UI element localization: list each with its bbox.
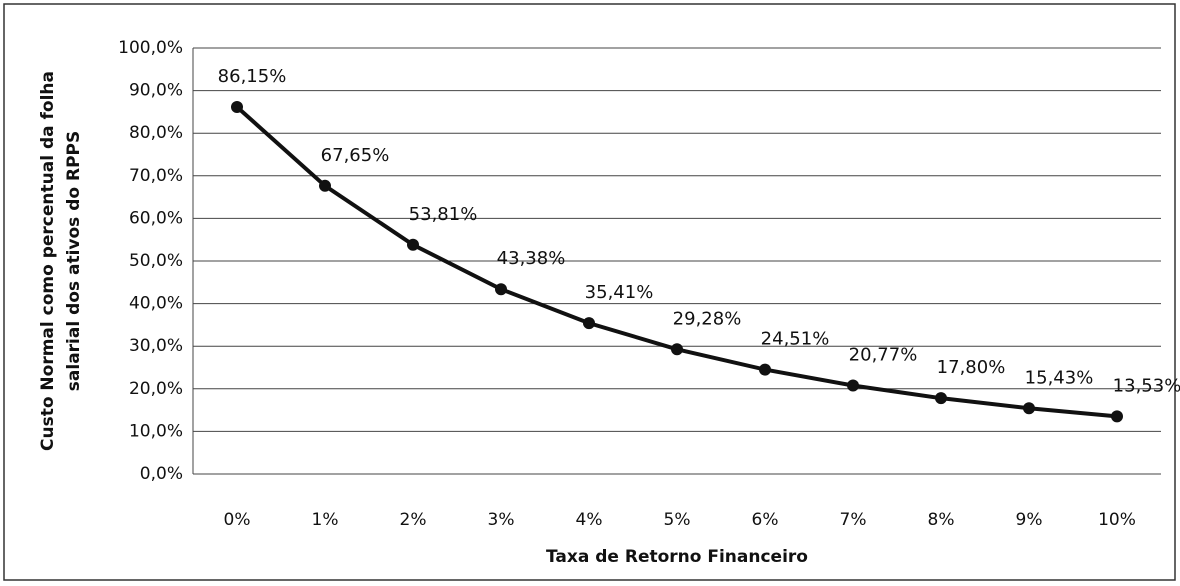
- x-tick-label: 10%: [1098, 510, 1136, 530]
- y-tick-label: 10,0%: [129, 421, 183, 441]
- data-point: [1111, 410, 1123, 423]
- data-label: 29,28%: [673, 308, 742, 329]
- data-label: 43,38%: [497, 248, 566, 269]
- y-tick-label: 30,0%: [129, 336, 183, 356]
- x-tick-label: 2%: [400, 510, 427, 530]
- data-point: [583, 317, 595, 330]
- y-tick-label: 40,0%: [129, 294, 183, 314]
- x-tick-label: 4%: [576, 510, 603, 530]
- data-point: [935, 392, 947, 405]
- y-tick-label: 60,0%: [129, 208, 183, 228]
- y-tick-label: 100,0%: [118, 38, 183, 58]
- data-label: 67,65%: [321, 145, 390, 166]
- y-axis-label: Custo Normal como percentual da folha: [38, 71, 58, 451]
- data-label: 15,43%: [1025, 367, 1094, 388]
- data-point: [847, 379, 859, 392]
- data-label: 13,53%: [1113, 375, 1180, 396]
- y-tick-label: 70,0%: [129, 166, 183, 186]
- x-tick-label: 8%: [928, 510, 955, 530]
- x-tick-label: 1%: [312, 510, 339, 530]
- chart-frame: [3, 3, 1176, 581]
- y-tick-label: 20,0%: [129, 379, 183, 399]
- x-axis-label: Taxa de Retorno Financeiro: [546, 547, 808, 567]
- x-tick-label: 9%: [1016, 510, 1043, 530]
- data-label: 24,51%: [761, 329, 830, 350]
- data-label: 35,41%: [585, 282, 654, 303]
- x-tick-label: 6%: [752, 510, 779, 530]
- data-point: [319, 179, 331, 192]
- y-tick-label: 50,0%: [129, 251, 183, 271]
- y-axis-label: salarial dos ativos do RPPS: [64, 131, 84, 391]
- x-tick-label: 5%: [664, 510, 691, 530]
- data-point: [407, 238, 419, 251]
- data-point: [495, 283, 507, 296]
- data-label: 53,81%: [409, 204, 478, 225]
- data-point: [1023, 402, 1035, 415]
- data-label: 86,15%: [218, 66, 287, 87]
- y-tick-label: 0,0%: [140, 464, 183, 484]
- x-tick-label: 7%: [840, 510, 867, 530]
- y-tick-label: 90,0%: [129, 81, 183, 101]
- data-point: [759, 363, 771, 376]
- data-point: [231, 101, 243, 114]
- data-label: 17,80%: [937, 357, 1006, 378]
- y-tick-label: 80,0%: [129, 123, 183, 143]
- data-point: [671, 343, 683, 356]
- x-tick-label: 3%: [488, 510, 515, 530]
- data-label: 20,77%: [849, 345, 918, 366]
- x-tick-label: 0%: [224, 510, 251, 530]
